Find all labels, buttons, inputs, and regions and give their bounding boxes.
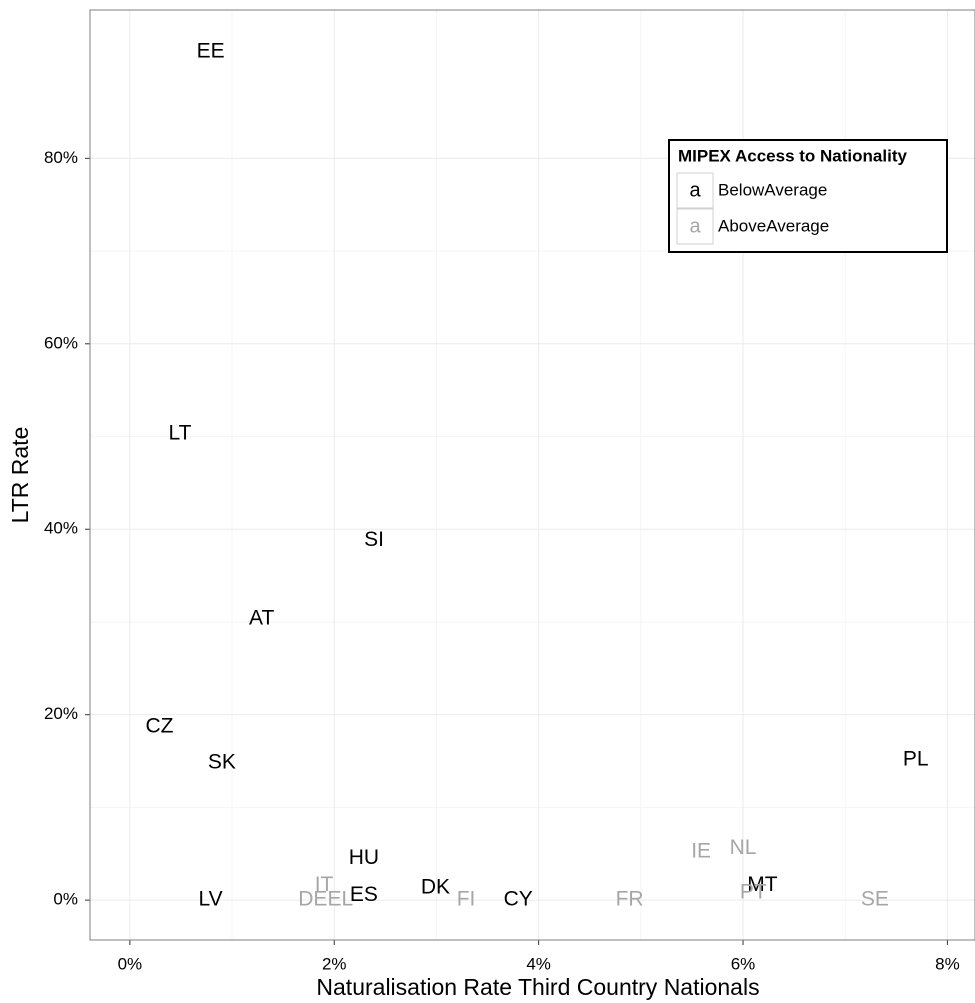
point-label: LT [168,421,191,444]
legend-label: BelowAverage [718,180,827,199]
point-label: MT [747,873,777,896]
legend-label: AboveAverage [718,216,829,235]
point-label: FR [616,888,644,911]
plot-border [89,9,975,941]
y-tick-label: 20% [44,704,78,723]
y-tick-label: 40% [44,519,78,538]
x-tick-label: 6% [731,954,756,973]
point-label: HU [349,846,379,869]
point-label: NL [730,836,757,859]
legend-symbol: a [689,215,701,237]
point-label: DE [298,888,327,911]
point-label: EL [328,888,354,911]
legend-title: MIPEX Access to Nationality [678,146,907,165]
y-tick-label: 80% [44,148,78,167]
legend-key [676,172,714,209]
legend-key [676,208,714,245]
point-label: CZ [145,714,173,737]
point-label: DK [421,876,450,899]
y-tick-label: 0% [53,890,78,909]
point-label: LV [199,888,223,911]
point-label: CY [504,888,533,911]
x-tick-label: 8% [935,954,960,973]
point-label: IE [691,839,711,862]
x-tick-label: 2% [322,954,347,973]
point-label: SE [861,888,889,911]
point-label: IT [315,873,334,896]
x-tick-label: 4% [526,954,551,973]
point-label: ES [350,883,378,906]
point-label: FI [457,888,476,911]
legend-box [668,139,948,253]
point-label: PT [740,880,767,903]
y-axis-title: LTR Rate [7,427,33,524]
point-label: PL [903,748,929,771]
point-label: SI [364,528,384,551]
point-label: SK [208,750,236,773]
point-label: EE [197,39,225,62]
legend-symbol: a [689,179,701,201]
legend: MIPEX Access to Nationality a BelowAverage… [668,139,948,253]
x-axis-title: Naturalisation Rate Third Country Nation… [316,974,759,1000]
point-label: AT [249,607,274,630]
y-tick-label: 60% [44,333,78,352]
x-tick-label: 0% [118,954,143,973]
